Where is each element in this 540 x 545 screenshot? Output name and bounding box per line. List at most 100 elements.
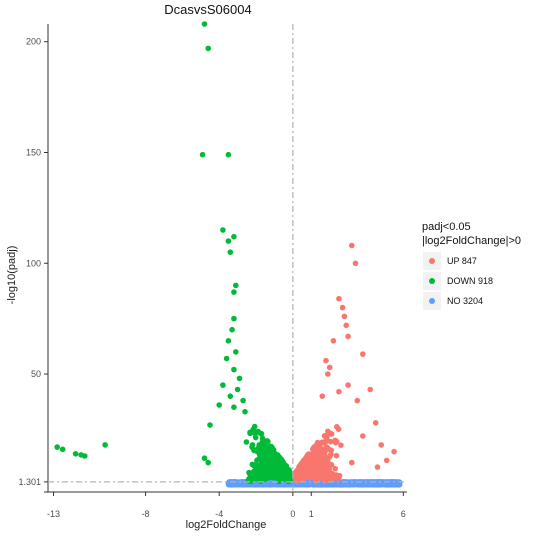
down-gene-point xyxy=(281,471,287,477)
down-gene-point xyxy=(270,465,276,472)
up-gene-point xyxy=(383,457,390,464)
no-gene-point xyxy=(290,481,296,488)
up-gene-point xyxy=(320,469,326,476)
up-gene-point xyxy=(333,472,340,478)
down-gene-point xyxy=(250,426,256,433)
legend-label-no: NO 3204 xyxy=(447,296,483,306)
down-gene-point xyxy=(251,447,258,453)
up-gene-point xyxy=(349,242,355,249)
y-tick-label: 1.301 xyxy=(18,477,41,487)
x-tick-label: -13 xyxy=(47,509,60,519)
down-gene-point xyxy=(220,382,226,388)
up-gene-point xyxy=(304,453,311,459)
legend-swatch-up xyxy=(429,258,435,264)
down-gene-point xyxy=(240,397,246,404)
y-axis-title: -log10(padj) xyxy=(6,246,18,305)
up-gene-point xyxy=(360,351,366,357)
up-gene-point xyxy=(316,453,323,460)
down-gene-point xyxy=(257,478,264,484)
up-gene-point xyxy=(343,322,350,329)
up-gene-point xyxy=(330,475,336,482)
down-gene-point xyxy=(227,393,234,400)
legend-label-up: UP 847 xyxy=(447,256,477,266)
down-gene-point xyxy=(247,430,253,437)
up-gene-point xyxy=(341,313,348,320)
up-gene-point xyxy=(300,472,307,479)
up-gene-point xyxy=(336,388,342,395)
up-gene-point xyxy=(328,447,335,454)
down-gene-point xyxy=(242,408,248,415)
up-gene-point xyxy=(360,433,366,439)
down-gene-point xyxy=(258,430,265,437)
down-gene-point xyxy=(72,451,79,457)
down-gene-point xyxy=(282,476,289,483)
up-gene-point xyxy=(330,338,337,344)
down-gene-point xyxy=(199,151,206,158)
legend-entries: UP 847 DOWN 918 NO 3204 xyxy=(423,252,493,310)
points-layer xyxy=(54,21,403,488)
down-gene-point xyxy=(276,470,283,477)
down-gene-point xyxy=(257,452,264,459)
down-gene-point xyxy=(252,474,259,481)
no-gene-point xyxy=(326,481,333,488)
y-tick-label: 50 xyxy=(31,369,41,379)
chart-title: DcasvsS06004 xyxy=(164,2,251,17)
legend-swatch-no xyxy=(429,298,435,304)
up-gene-point xyxy=(301,462,307,469)
x-tick-label: -4 xyxy=(215,509,223,519)
down-gene-point xyxy=(259,444,265,451)
up-gene-point xyxy=(306,470,312,477)
up-gene-point xyxy=(332,439,339,446)
no-gene-point xyxy=(229,481,236,488)
down-gene-point xyxy=(231,404,237,411)
down-gene-point xyxy=(262,471,268,478)
down-gene-point xyxy=(249,461,256,468)
up-gene-point xyxy=(295,470,302,476)
down-gene-point xyxy=(268,445,274,452)
down-gene-point xyxy=(223,355,230,362)
up-gene-point xyxy=(326,466,333,472)
down-gene-point xyxy=(205,45,211,52)
down-gene-point xyxy=(263,445,270,451)
down-gene-point xyxy=(264,454,271,461)
legend-title-line2: |log2FoldChange|>0 xyxy=(422,235,521,247)
down-gene-point xyxy=(59,446,66,453)
down-gene-point xyxy=(285,471,291,477)
x-tick-label: 1 xyxy=(309,509,314,519)
no-gene-point xyxy=(238,480,245,486)
down-gene-point xyxy=(257,468,263,475)
axes-layer xyxy=(44,24,407,493)
up-gene-point xyxy=(323,357,329,364)
down-gene-point xyxy=(233,282,239,289)
up-gene-point xyxy=(310,461,316,467)
down-gene-point xyxy=(233,349,239,355)
no-gene-point xyxy=(336,480,342,487)
down-gene-point xyxy=(225,151,232,158)
down-gene-point xyxy=(201,455,208,462)
down-gene-point xyxy=(207,422,213,428)
y-tick-label: 100 xyxy=(26,258,41,268)
up-gene-point xyxy=(374,464,381,470)
up-gene-point xyxy=(352,260,359,267)
up-gene-point xyxy=(326,364,333,371)
up-gene-point xyxy=(313,444,319,450)
up-gene-point xyxy=(326,429,332,436)
down-gene-point xyxy=(234,386,241,393)
up-gene-point xyxy=(336,295,342,302)
legend-label-down: DOWN 918 xyxy=(447,276,493,286)
up-gene-point xyxy=(312,468,318,474)
down-gene-point xyxy=(201,21,208,27)
down-gene-point xyxy=(266,461,273,468)
up-gene-point xyxy=(372,420,379,426)
up-gene-point xyxy=(338,442,344,449)
up-gene-point xyxy=(332,465,339,472)
legend-swatch-down xyxy=(429,278,435,284)
down-gene-point xyxy=(269,453,276,459)
up-gene-point xyxy=(349,459,355,466)
y-tick-label: 200 xyxy=(26,37,41,47)
no-gene-point xyxy=(280,481,287,487)
down-gene-point xyxy=(259,439,266,446)
down-gene-point xyxy=(229,326,235,333)
